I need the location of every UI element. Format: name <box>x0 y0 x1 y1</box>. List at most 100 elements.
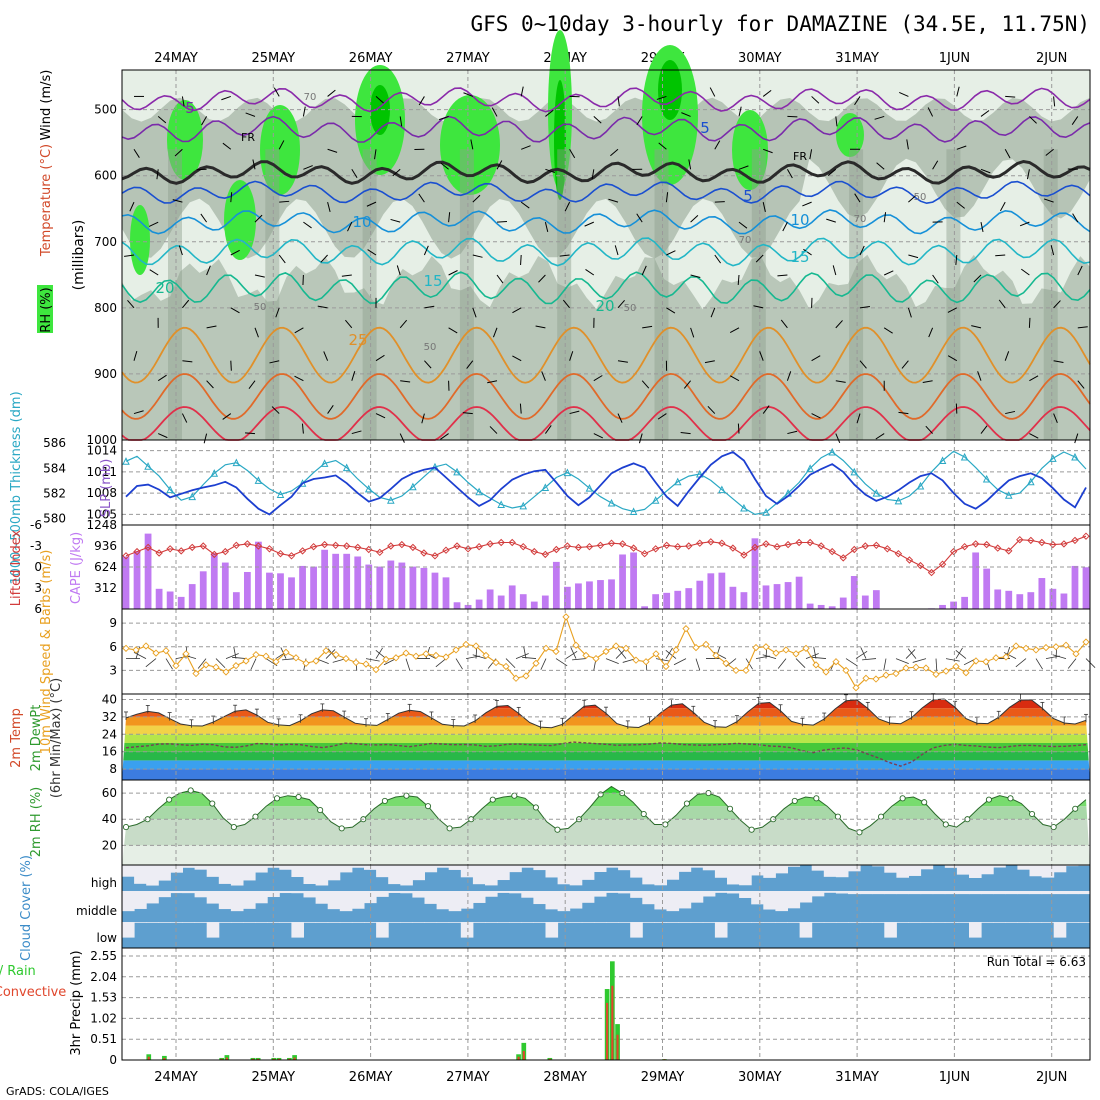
precip-tick: 2.55 <box>90 949 117 963</box>
wind-barb <box>738 106 742 117</box>
li-marker <box>1038 538 1046 547</box>
run-total-label: Run Total = 6.63 <box>987 955 1086 969</box>
wind-speed-marker <box>762 643 770 651</box>
wind-barb <box>203 433 208 444</box>
cape-li-panel: -6 -3 0 3 6 312 624 936 1248 Lifted Index CAPE (J/… <box>9 518 1091 616</box>
thickness-marker <box>387 496 395 504</box>
cloud-clear-low <box>146 922 159 923</box>
cloud-middle-label: middle <box>76 904 117 918</box>
wind-barb <box>252 159 256 170</box>
wind-barb <box>762 89 772 97</box>
isotherm-line <box>121 159 1091 185</box>
li-marker <box>651 545 660 553</box>
cloud-clear-low <box>533 922 546 923</box>
dewpt-label: 2m DewPt <box>29 705 44 772</box>
wind-barb <box>399 319 408 329</box>
date-label-bottom: 27MAY <box>446 1070 490 1085</box>
cloud-clear-high <box>739 865 752 886</box>
li-marker <box>1016 535 1024 544</box>
li-marker <box>640 549 649 558</box>
cloud-clear-low <box>739 922 752 923</box>
wind-barb <box>245 112 256 117</box>
wind-barb <box>440 162 449 170</box>
wind-barb <box>569 351 574 361</box>
li-marker <box>1005 547 1013 555</box>
cloud-clear-high <box>618 865 631 871</box>
wind-speed-marker <box>222 668 230 676</box>
wind-barb <box>325 649 336 659</box>
rh-marker <box>424 803 432 810</box>
cape-bar <box>166 591 174 609</box>
wind-barb <box>906 139 909 150</box>
thickness-marker <box>1049 454 1057 462</box>
thickness-marker <box>762 508 770 516</box>
wind-barb <box>690 214 699 223</box>
wind-barb <box>157 116 167 124</box>
cape-bar <box>122 556 130 609</box>
li-marker <box>916 561 925 570</box>
cloud-clear-low <box>835 922 849 923</box>
wind-barb <box>1005 410 1016 415</box>
li-marker <box>177 547 185 555</box>
wind-barb <box>813 646 817 659</box>
wind-barb <box>657 413 667 420</box>
wind-barb <box>641 380 650 389</box>
wind-barb <box>545 109 554 117</box>
cloud-clear-high <box>327 865 341 881</box>
wind-speed-marker <box>502 662 510 671</box>
cloud-clear-low <box>557 922 571 923</box>
wind-speed-marker <box>202 661 210 669</box>
cloud-clear-mid <box>956 891 970 895</box>
wind-barb <box>535 325 546 329</box>
wind-speed-marker <box>1042 643 1050 652</box>
wind-barb <box>496 160 503 170</box>
cloud-clear-low <box>1041 922 1055 923</box>
cape-bar <box>177 596 185 609</box>
cape-bar <box>1005 590 1013 609</box>
cloud-clear-low <box>460 922 474 938</box>
li-marker <box>442 546 450 554</box>
temp-tick: 40 <box>102 692 117 706</box>
wind-barb <box>827 168 837 177</box>
cloud-clear-high <box>823 865 837 877</box>
li-tick: -6 <box>30 518 42 532</box>
thickness-marker <box>916 481 925 490</box>
cape-label: CAPE (J/kg) <box>69 532 84 604</box>
cloud-clear-low <box>412 922 425 923</box>
wind-barb <box>973 274 982 283</box>
rh-marker <box>338 825 345 832</box>
cloud-clear-low <box>400 922 413 923</box>
temp-band <box>122 699 1090 700</box>
wind-barb <box>463 92 473 97</box>
wind-barb <box>641 265 647 276</box>
cloud-clear-mid <box>727 891 740 894</box>
wind-barb <box>347 221 353 232</box>
cape-bar <box>839 597 847 609</box>
thickness-tick: 584 <box>43 461 66 475</box>
precip-convective-bar <box>277 1058 281 1060</box>
precip-convective-bar <box>522 1051 525 1060</box>
li-marker <box>994 544 1002 552</box>
wind-barb <box>1045 148 1054 156</box>
wind-barb <box>181 96 185 107</box>
cloud-clear-high <box>872 865 885 867</box>
li-marker <box>574 543 583 552</box>
wind-tick: 3 <box>109 663 117 677</box>
cloud-clear-low <box>630 922 643 938</box>
wind-barb <box>523 646 527 659</box>
wind-barb <box>673 658 687 666</box>
cape-tick: 624 <box>94 560 117 574</box>
wind-barb <box>1053 96 1056 107</box>
precip-convective-bar <box>257 1058 260 1060</box>
cloud-clear-low <box>424 922 438 923</box>
cloud-clear-low <box>134 922 147 923</box>
cloud-clear-mid <box>339 891 353 912</box>
cloud-clear-high <box>727 865 740 885</box>
pressure-tick: 600 <box>94 169 117 183</box>
wind-speed-marker <box>302 659 310 667</box>
cape-bar <box>586 581 593 609</box>
cloud-clear-high <box>194 865 208 870</box>
wind-barb <box>854 193 861 203</box>
wind-barb <box>418 96 425 106</box>
wind-barb <box>572 658 587 661</box>
